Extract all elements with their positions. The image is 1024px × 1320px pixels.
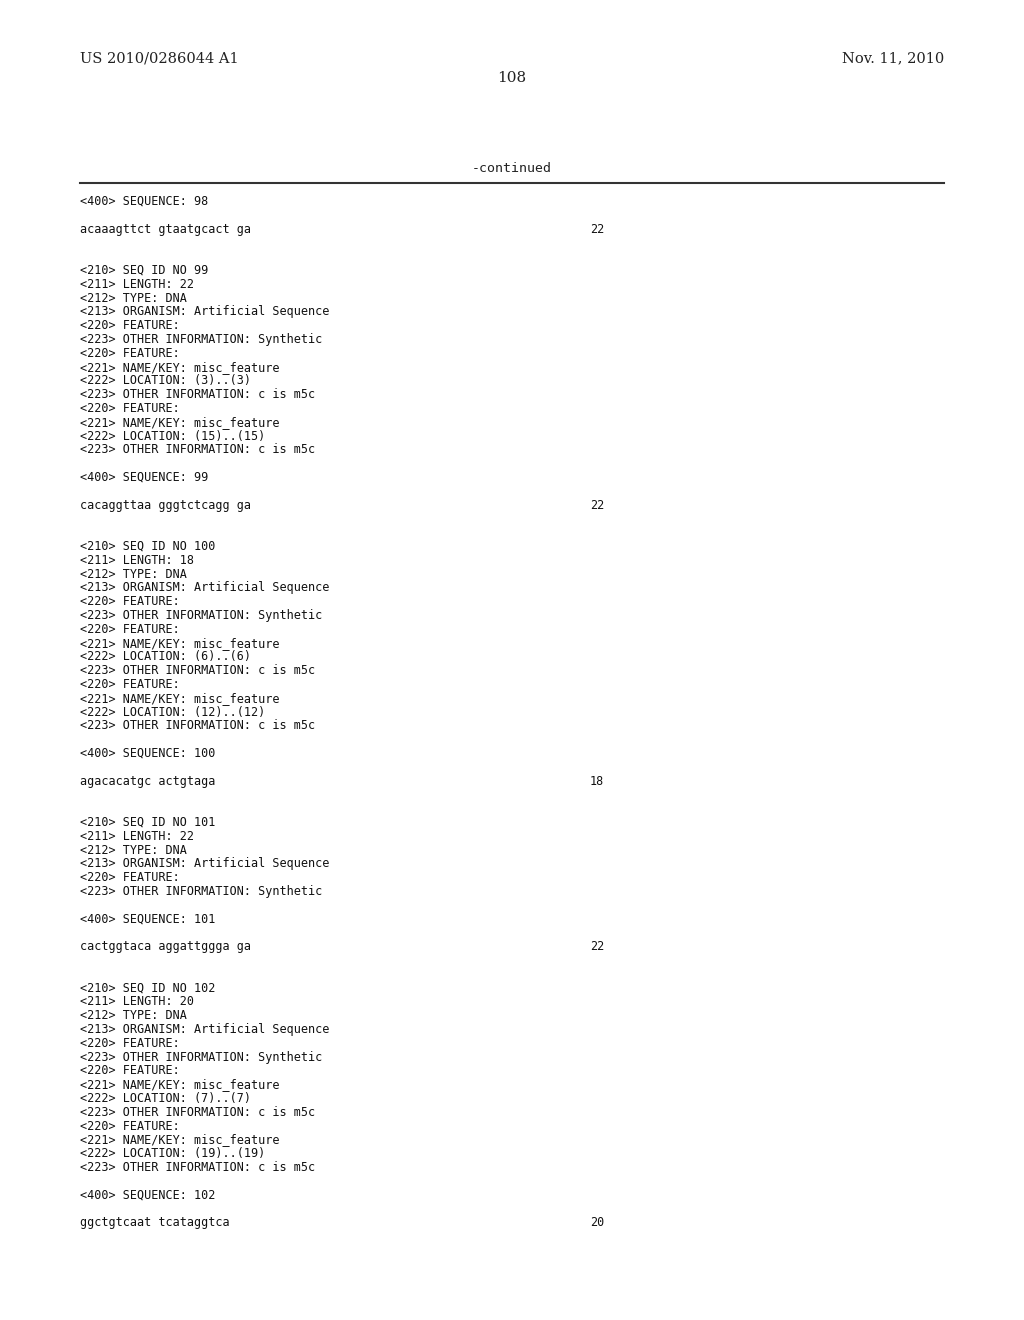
- Text: <400> SEQUENCE: 101: <400> SEQUENCE: 101: [80, 912, 215, 925]
- Text: <222> LOCATION: (3)..(3): <222> LOCATION: (3)..(3): [80, 375, 251, 387]
- Text: 108: 108: [498, 71, 526, 84]
- Text: <210> SEQ ID NO 102: <210> SEQ ID NO 102: [80, 982, 215, 994]
- Text: acaaagttct gtaatgcact ga: acaaagttct gtaatgcact ga: [80, 223, 251, 235]
- Text: -continued: -continued: [472, 162, 552, 176]
- Text: <212> TYPE: DNA: <212> TYPE: DNA: [80, 843, 186, 857]
- Text: <211> LENGTH: 18: <211> LENGTH: 18: [80, 554, 194, 566]
- Text: <223> OTHER INFORMATION: c is m5c: <223> OTHER INFORMATION: c is m5c: [80, 444, 315, 457]
- Text: <222> LOCATION: (6)..(6): <222> LOCATION: (6)..(6): [80, 651, 251, 664]
- Text: <212> TYPE: DNA: <212> TYPE: DNA: [80, 1010, 186, 1022]
- Text: <400> SEQUENCE: 100: <400> SEQUENCE: 100: [80, 747, 215, 760]
- Text: <210> SEQ ID NO 101: <210> SEQ ID NO 101: [80, 816, 215, 829]
- Text: <212> TYPE: DNA: <212> TYPE: DNA: [80, 292, 186, 305]
- Text: <213> ORGANISM: Artificial Sequence: <213> ORGANISM: Artificial Sequence: [80, 858, 330, 870]
- Text: <223> OTHER INFORMATION: c is m5c: <223> OTHER INFORMATION: c is m5c: [80, 664, 315, 677]
- Text: <222> LOCATION: (7)..(7): <222> LOCATION: (7)..(7): [80, 1092, 251, 1105]
- Text: ggctgtcaat tcataggtca: ggctgtcaat tcataggtca: [80, 1216, 229, 1229]
- Text: <223> OTHER INFORMATION: Synthetic: <223> OTHER INFORMATION: Synthetic: [80, 609, 323, 622]
- Text: <212> TYPE: DNA: <212> TYPE: DNA: [80, 568, 186, 581]
- Text: <220> FEATURE:: <220> FEATURE:: [80, 347, 180, 360]
- Text: 22: 22: [590, 223, 604, 235]
- Text: <221> NAME/KEY: misc_feature: <221> NAME/KEY: misc_feature: [80, 692, 280, 705]
- Text: 22: 22: [590, 499, 604, 512]
- Text: <222> LOCATION: (19)..(19): <222> LOCATION: (19)..(19): [80, 1147, 265, 1160]
- Text: 18: 18: [590, 775, 604, 788]
- Text: <400> SEQUENCE: 102: <400> SEQUENCE: 102: [80, 1188, 215, 1201]
- Text: <221> NAME/KEY: misc_feature: <221> NAME/KEY: misc_feature: [80, 636, 280, 649]
- Text: <223> OTHER INFORMATION: c is m5c: <223> OTHER INFORMATION: c is m5c: [80, 388, 315, 401]
- Text: <400> SEQUENCE: 99: <400> SEQUENCE: 99: [80, 471, 208, 484]
- Text: <211> LENGTH: 22: <211> LENGTH: 22: [80, 830, 194, 842]
- Text: <221> NAME/KEY: misc_feature: <221> NAME/KEY: misc_feature: [80, 416, 280, 429]
- Text: agacacatgc actgtaga: agacacatgc actgtaga: [80, 775, 215, 788]
- Text: <220> FEATURE:: <220> FEATURE:: [80, 403, 180, 414]
- Text: <221> NAME/KEY: misc_feature: <221> NAME/KEY: misc_feature: [80, 360, 280, 374]
- Text: <220> FEATURE:: <220> FEATURE:: [80, 595, 180, 609]
- Text: <220> FEATURE:: <220> FEATURE:: [80, 319, 180, 333]
- Text: <221> NAME/KEY: misc_feature: <221> NAME/KEY: misc_feature: [80, 1078, 280, 1092]
- Text: <220> FEATURE:: <220> FEATURE:: [80, 1036, 180, 1049]
- Text: <223> OTHER INFORMATION: Synthetic: <223> OTHER INFORMATION: Synthetic: [80, 884, 323, 898]
- Text: <213> ORGANISM: Artificial Sequence: <213> ORGANISM: Artificial Sequence: [80, 1023, 330, 1036]
- Text: 20: 20: [590, 1216, 604, 1229]
- Text: <222> LOCATION: (15)..(15): <222> LOCATION: (15)..(15): [80, 429, 265, 442]
- Text: cactggtaca aggattggga ga: cactggtaca aggattggga ga: [80, 940, 251, 953]
- Text: Nov. 11, 2010: Nov. 11, 2010: [842, 51, 944, 65]
- Text: <211> LENGTH: 20: <211> LENGTH: 20: [80, 995, 194, 1008]
- Text: <220> FEATURE:: <220> FEATURE:: [80, 678, 180, 690]
- Text: <221> NAME/KEY: misc_feature: <221> NAME/KEY: misc_feature: [80, 1134, 280, 1146]
- Text: <223> OTHER INFORMATION: c is m5c: <223> OTHER INFORMATION: c is m5c: [80, 1162, 315, 1173]
- Text: <213> ORGANISM: Artificial Sequence: <213> ORGANISM: Artificial Sequence: [80, 581, 330, 594]
- Text: <210> SEQ ID NO 100: <210> SEQ ID NO 100: [80, 540, 215, 553]
- Text: <222> LOCATION: (12)..(12): <222> LOCATION: (12)..(12): [80, 706, 265, 718]
- Text: <223> OTHER INFORMATION: c is m5c: <223> OTHER INFORMATION: c is m5c: [80, 1106, 315, 1119]
- Text: <213> ORGANISM: Artificial Sequence: <213> ORGANISM: Artificial Sequence: [80, 305, 330, 318]
- Text: <223> OTHER INFORMATION: Synthetic: <223> OTHER INFORMATION: Synthetic: [80, 333, 323, 346]
- Text: <400> SEQUENCE: 98: <400> SEQUENCE: 98: [80, 195, 208, 209]
- Text: <223> OTHER INFORMATION: c is m5c: <223> OTHER INFORMATION: c is m5c: [80, 719, 315, 733]
- Text: <220> FEATURE:: <220> FEATURE:: [80, 1119, 180, 1133]
- Text: <211> LENGTH: 22: <211> LENGTH: 22: [80, 277, 194, 290]
- Text: <223> OTHER INFORMATION: Synthetic: <223> OTHER INFORMATION: Synthetic: [80, 1051, 323, 1064]
- Text: <210> SEQ ID NO 99: <210> SEQ ID NO 99: [80, 264, 208, 277]
- Text: 22: 22: [590, 940, 604, 953]
- Text: US 2010/0286044 A1: US 2010/0286044 A1: [80, 51, 239, 65]
- Text: <220> FEATURE:: <220> FEATURE:: [80, 871, 180, 884]
- Text: cacaggttaa gggtctcagg ga: cacaggttaa gggtctcagg ga: [80, 499, 251, 512]
- Text: <220> FEATURE:: <220> FEATURE:: [80, 623, 180, 636]
- Text: <220> FEATURE:: <220> FEATURE:: [80, 1064, 180, 1077]
